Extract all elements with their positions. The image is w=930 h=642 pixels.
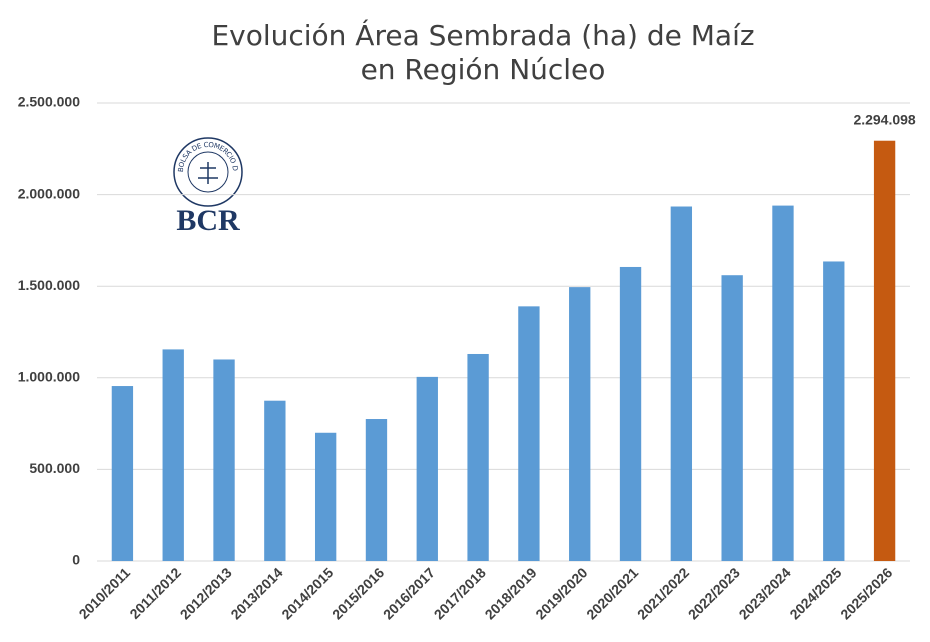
bar <box>416 376 438 561</box>
chart-title: Evolución Área Sembrada (ha) de Maíz <box>211 18 754 52</box>
bar <box>314 432 337 561</box>
bar <box>873 140 896 561</box>
y-tick-label: 1.500.000 <box>18 277 80 293</box>
bar <box>111 386 134 561</box>
bar <box>162 349 184 561</box>
bar <box>264 400 286 561</box>
bar <box>670 206 693 561</box>
y-tick-label: 2.500.000 <box>18 94 80 110</box>
bar <box>721 275 743 561</box>
chart-title: en Región Núcleo <box>361 53 606 86</box>
bar <box>518 306 540 561</box>
logo-emblem <box>198 162 218 184</box>
bar <box>569 287 591 561</box>
bar <box>619 266 642 561</box>
y-tick-label: 2.000.000 <box>18 185 80 201</box>
bar <box>213 359 235 561</box>
bar <box>823 261 845 561</box>
logo-ring <box>173 137 243 207</box>
y-tick-label: 0 <box>72 552 80 568</box>
logo-text: BCR <box>176 204 240 237</box>
bar <box>772 205 794 562</box>
bar <box>467 353 489 561</box>
bar <box>365 419 388 561</box>
value-label: 2.294.098 <box>853 111 915 127</box>
y-tick-label: 1.000.000 <box>18 369 80 385</box>
logo-ring <box>187 151 229 193</box>
y-tick-label: 500.000 <box>29 460 80 476</box>
